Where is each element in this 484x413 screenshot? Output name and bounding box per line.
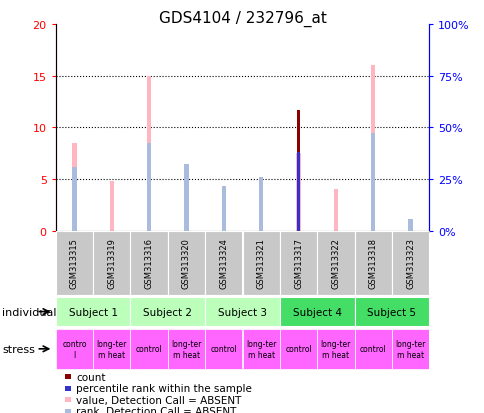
Text: value, Detection Call = ABSENT: value, Detection Call = ABSENT <box>76 395 241 405</box>
Bar <box>296 154 300 231</box>
Bar <box>297 153 299 231</box>
Bar <box>56 329 93 369</box>
Bar <box>93 329 130 369</box>
Text: long-ter
m heat: long-ter m heat <box>245 339 276 358</box>
Text: GSM313319: GSM313319 <box>107 238 116 289</box>
Bar <box>221 186 226 231</box>
Bar <box>279 297 354 327</box>
Text: control: control <box>210 344 237 354</box>
Bar <box>130 329 167 369</box>
Text: contro
l: contro l <box>62 339 87 358</box>
Bar <box>167 329 205 369</box>
Bar <box>93 231 130 295</box>
Bar <box>370 66 375 231</box>
Bar <box>317 231 354 295</box>
Bar <box>408 221 412 231</box>
Bar <box>242 329 279 369</box>
Bar <box>258 178 263 231</box>
Text: control: control <box>285 344 311 354</box>
Bar <box>109 182 114 231</box>
Bar <box>184 164 188 231</box>
Bar <box>130 231 167 295</box>
Bar <box>408 220 412 231</box>
Text: Subject 4: Subject 4 <box>292 307 341 317</box>
Text: control: control <box>359 344 386 354</box>
Text: stress: stress <box>2 344 35 354</box>
Bar <box>279 329 317 369</box>
Text: GSM313322: GSM313322 <box>331 238 340 289</box>
Bar <box>221 191 226 231</box>
Text: long-ter
m heat: long-ter m heat <box>171 339 201 358</box>
Bar <box>56 231 93 295</box>
Text: count: count <box>76 372 106 382</box>
Text: Subject 2: Subject 2 <box>143 307 192 317</box>
Text: GSM313324: GSM313324 <box>219 238 228 289</box>
Text: Subject 1: Subject 1 <box>68 307 118 317</box>
Text: rank, Detection Call = ABSENT: rank, Detection Call = ABSENT <box>76 406 236 413</box>
Text: long-ter
m heat: long-ter m heat <box>394 339 425 358</box>
Bar <box>297 111 299 231</box>
Bar <box>205 297 279 327</box>
Text: long-ter
m heat: long-ter m heat <box>320 339 350 358</box>
Text: percentile rank within the sample: percentile rank within the sample <box>76 383 252 393</box>
Text: GSM313320: GSM313320 <box>182 238 191 289</box>
Bar <box>72 144 76 231</box>
Bar <box>354 297 428 327</box>
Bar <box>56 297 130 327</box>
Bar <box>317 329 354 369</box>
Bar <box>167 231 205 295</box>
Text: individual: individual <box>2 307 57 317</box>
Text: GSM313323: GSM313323 <box>405 238 414 289</box>
Text: GSM313316: GSM313316 <box>144 238 153 289</box>
Bar <box>391 329 428 369</box>
Text: control: control <box>136 344 162 354</box>
Text: Subject 5: Subject 5 <box>366 307 416 317</box>
Text: GSM313315: GSM313315 <box>70 238 79 289</box>
Bar <box>258 178 263 231</box>
Bar <box>391 231 428 295</box>
Bar <box>242 231 279 295</box>
Text: GSM313318: GSM313318 <box>368 238 377 289</box>
Bar <box>279 231 317 295</box>
Bar <box>370 133 375 231</box>
Bar <box>205 329 242 369</box>
Bar <box>147 76 151 231</box>
Bar <box>72 167 76 231</box>
Bar <box>333 190 337 231</box>
Bar <box>184 164 188 231</box>
Text: GSM313317: GSM313317 <box>293 238 302 289</box>
Text: Subject 3: Subject 3 <box>217 307 267 317</box>
Text: long-ter
m heat: long-ter m heat <box>96 339 127 358</box>
Bar <box>354 329 391 369</box>
Bar <box>354 231 391 295</box>
Text: GDS4104 / 232796_at: GDS4104 / 232796_at <box>158 10 326 26</box>
Bar <box>147 144 151 231</box>
Bar <box>205 231 242 295</box>
Bar <box>130 297 205 327</box>
Text: GSM313321: GSM313321 <box>256 238 265 289</box>
